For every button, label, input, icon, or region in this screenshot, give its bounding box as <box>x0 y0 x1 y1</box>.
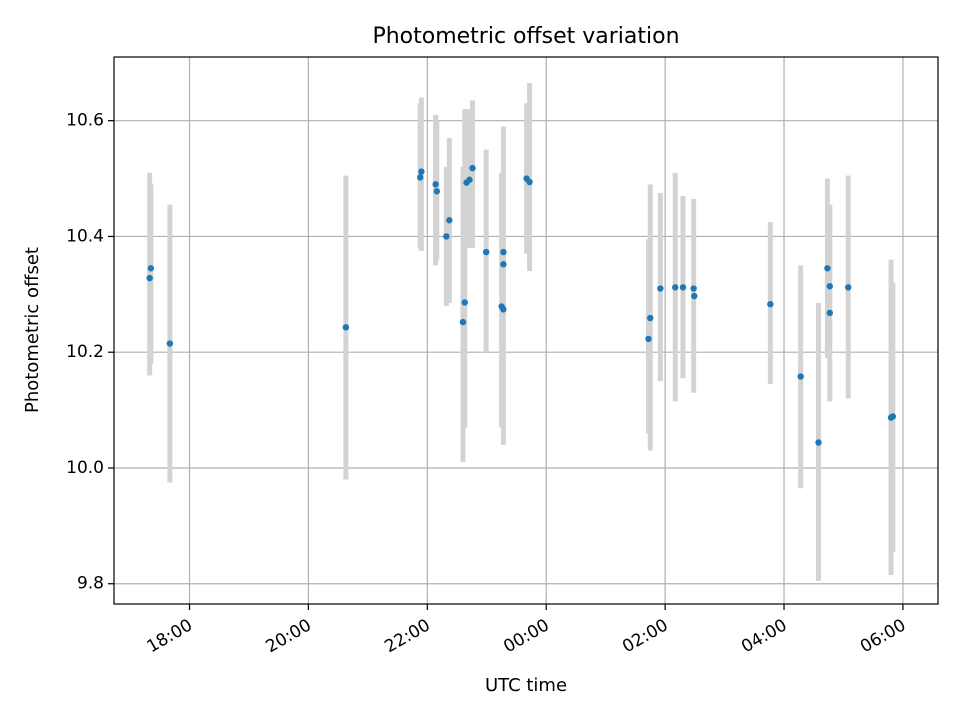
data-point <box>797 373 804 380</box>
x-axis-label: UTC time <box>485 675 567 696</box>
plot-frame <box>113 56 939 605</box>
data-point <box>446 217 453 224</box>
data-point <box>432 181 439 188</box>
data-point <box>815 439 822 446</box>
data-point <box>146 274 153 282</box>
chart-title: Photometric offset variation <box>372 24 679 49</box>
y-tick-label: 10.6 <box>66 111 104 131</box>
data-point <box>466 176 473 183</box>
data-point <box>679 284 687 291</box>
y-tick-label: 10.0 <box>66 458 104 478</box>
y-axis-ticks: 9.8 10.0 10.2 10.4 10.6 <box>66 111 114 594</box>
data-point <box>147 265 155 272</box>
data-point <box>443 233 450 240</box>
y-tick-label: 10.4 <box>66 226 104 246</box>
data-point <box>461 299 468 306</box>
data-point <box>469 164 476 172</box>
data-point <box>826 283 833 290</box>
data-point <box>342 324 350 331</box>
y-axis-label: Photometric offset <box>22 247 43 413</box>
data-point <box>418 168 425 175</box>
y-tick-label: 10.2 <box>66 342 104 362</box>
data-point <box>889 413 897 420</box>
data-point <box>500 261 507 268</box>
data-point <box>526 178 533 186</box>
data-point <box>459 318 467 326</box>
data-point <box>824 265 831 272</box>
data-point <box>845 284 852 291</box>
data-points <box>146 164 897 446</box>
data-point <box>826 309 833 317</box>
data-point <box>645 335 652 343</box>
data-point <box>672 284 679 291</box>
y-tick-label: 9.8 <box>77 574 104 594</box>
data-point <box>500 248 507 256</box>
data-point <box>647 314 654 322</box>
data-point <box>767 300 774 308</box>
error-bars <box>147 83 896 581</box>
data-point <box>416 174 424 181</box>
data-point <box>166 340 174 347</box>
data-point <box>482 248 490 256</box>
data-point <box>691 292 698 300</box>
data-point <box>690 285 697 292</box>
data-point <box>657 285 664 292</box>
data-point <box>500 306 507 313</box>
data-point <box>433 188 441 195</box>
